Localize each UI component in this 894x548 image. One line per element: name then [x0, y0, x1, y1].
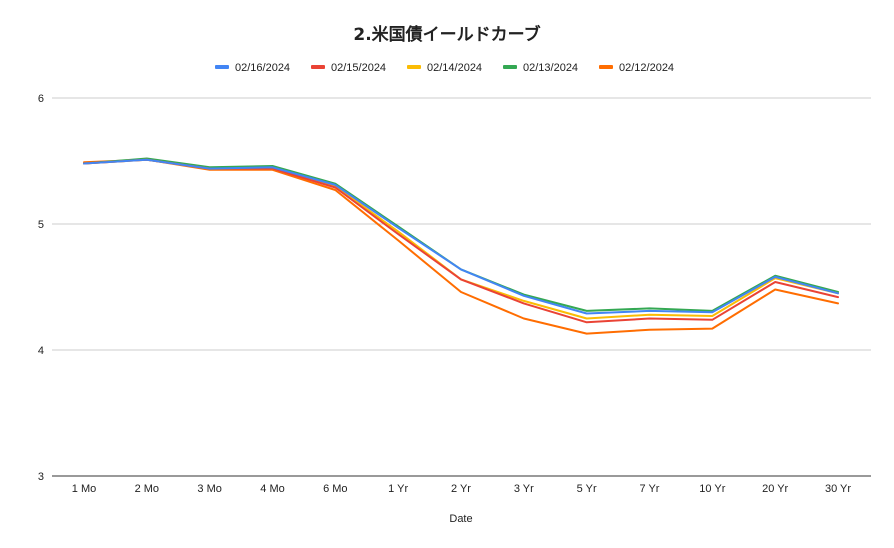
legend-swatch [215, 65, 229, 69]
x-tick-label: 1 Mo [72, 483, 96, 495]
series-line-3 [83, 157, 839, 312]
legend-item[interactable]: 02/12/2024 [599, 62, 674, 74]
legend-swatch [599, 65, 613, 69]
legend-label: 02/15/2024 [331, 62, 386, 74]
x-tick-label: 6 Mo [323, 483, 347, 495]
legend-label: 02/16/2024 [235, 62, 290, 74]
y-tick-label: 6 [38, 93, 44, 105]
y-tick-label: 3 [38, 471, 44, 483]
legend: 02/16/2024 02/15/2024 02/14/2024 02/13/2024… [215, 62, 674, 74]
y-axis-ticks: 6 5 4 3 [38, 93, 44, 483]
series-line-0 [83, 158, 839, 315]
x-tick-label: 2 Mo [135, 483, 159, 495]
series-line-4 [83, 158, 839, 335]
x-tick-label: 20 Yr [762, 483, 788, 495]
x-axis-title: Date [449, 513, 472, 525]
legend-swatch [503, 65, 517, 69]
x-tick-label: 10 Yr [699, 483, 725, 495]
y-tick-label: 5 [38, 219, 44, 231]
series-line-1 [83, 158, 839, 324]
legend-item[interactable]: 02/14/2024 [407, 62, 482, 74]
x-tick-label: 5 Yr [577, 483, 597, 495]
legend-label: 02/13/2024 [523, 62, 578, 74]
legend-item[interactable]: 02/13/2024 [503, 62, 578, 74]
legend-item[interactable]: 02/16/2024 [215, 62, 290, 74]
x-tick-label: 3 Mo [197, 483, 221, 495]
legend-swatch [311, 65, 325, 69]
x-tick-label: 3 Yr [514, 483, 534, 495]
legend-swatch [407, 65, 421, 69]
x-tick-label: 4 Mo [260, 483, 284, 495]
x-tick-label: 2 Yr [451, 483, 471, 495]
x-tick-label: 30 Yr [825, 483, 851, 495]
x-tick-label: 1 Yr [388, 483, 408, 495]
x-tick-label: 7 Yr [640, 483, 660, 495]
x-axis-ticks: 1 Mo 2 Mo 3 Mo 4 Mo 6 Mo 1 Yr 2 Yr 3 Yr 5 Yr 7 Yr… [72, 483, 852, 495]
y-tick-label: 4 [38, 345, 44, 357]
gridlines [52, 97, 871, 477]
legend-label: 02/14/2024 [427, 62, 482, 74]
chart-title: 2.米国債イールドカーブ [353, 24, 540, 45]
legend-label: 02/12/2024 [619, 62, 674, 74]
series-lines [83, 157, 839, 335]
series-line-2 [83, 158, 839, 320]
legend-item[interactable]: 02/15/2024 [311, 62, 386, 74]
